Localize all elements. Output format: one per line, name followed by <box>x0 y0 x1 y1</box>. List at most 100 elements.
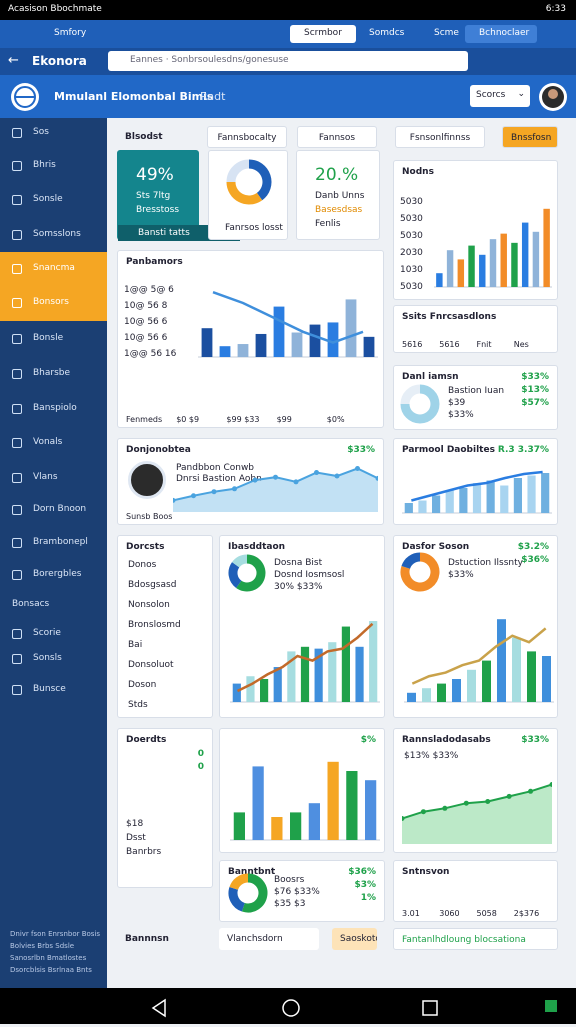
tab[interactable]: Scme <box>420 25 467 43</box>
card-aside: $13% <box>521 385 549 395</box>
bar <box>511 242 518 287</box>
nav-item[interactable]: Somsslons <box>33 229 81 239</box>
tab[interactable]: Somdcs <box>355 25 412 43</box>
footer-item[interactable]: Fantanlhdloung blocsationa <box>393 928 558 950</box>
nav-item[interactable]: Bonsacs <box>12 599 50 609</box>
dropdown-label: Scorcs <box>476 90 506 100</box>
card: Danl iamsn Bastion Iuan $39 $33% $33% $13% $57… <box>393 365 558 430</box>
card-aside: 1% <box>360 893 376 903</box>
card-text: 10@ 56 6 <box>124 317 168 327</box>
nav-item[interactable]: Borergbles <box>33 569 82 579</box>
tab[interactable]: Smfory <box>40 25 94 43</box>
donut-segment <box>228 562 242 588</box>
nav-item[interactable]: Bhris <box>33 160 56 170</box>
toolbar-button[interactable]: Bnssfosn <box>502 126 558 148</box>
card-title: Banntbnt <box>228 867 276 877</box>
url-field[interactable]: Eannes · Sonbrsoulesdns/gonesuse <box>108 51 468 71</box>
card: 49% Sts 7ltg Bresstoss Bansti tatts <box>117 150 240 241</box>
nav-item[interactable]: Bharsbe <box>33 368 71 378</box>
card-footer: $0 $9 <box>176 415 200 424</box>
nav-item[interactable]: Banspiolo <box>33 403 77 413</box>
icon <box>12 538 22 548</box>
nav-item[interactable]: Bonsors <box>33 297 69 307</box>
card-text: $35 $3 <box>274 899 306 909</box>
card-footer: Nes <box>513 340 529 349</box>
card-text: 20.% <box>315 165 359 185</box>
bar <box>500 485 509 513</box>
chart <box>173 466 378 512</box>
chart <box>400 552 440 592</box>
card-footer: 5616 <box>439 340 460 349</box>
card-title: Doerdts <box>126 735 167 745</box>
app-title: Ekonora <box>32 54 87 68</box>
bar <box>328 642 337 702</box>
nav-item[interactable]: Sonsls <box>33 653 62 663</box>
bar <box>363 336 375 357</box>
tab[interactable]: Bchnoclaer <box>465 25 538 43</box>
nav-item[interactable]: Scorie <box>33 628 61 638</box>
card-aside: $57% <box>521 398 549 408</box>
bar <box>369 621 378 702</box>
chart <box>228 554 266 592</box>
nav-item[interactable]: Vonals <box>33 437 63 447</box>
icon <box>12 161 22 171</box>
nav-item[interactable]: Sos <box>33 127 49 137</box>
nav-item[interactable]: Bunsce <box>33 684 66 694</box>
bar <box>327 322 339 357</box>
sidebar-footer: Bolvies Brbs Sdsle <box>10 942 75 950</box>
card-text: Banrbrs <box>126 847 162 857</box>
toolbar-button[interactable]: Fsnsonlfinnss <box>395 126 485 148</box>
trend-line <box>411 470 543 502</box>
bar <box>532 231 540 287</box>
card-aside: $3% <box>354 880 376 890</box>
clock: 6:33 <box>545 4 566 14</box>
nav-buttons <box>151 998 557 1018</box>
card-footer: 3060 <box>439 909 460 918</box>
main: Blsodst Fannsbocalty Fannsos Fsnsonlfinnss B… <box>107 118 576 988</box>
donut-segment <box>232 554 248 568</box>
toolbar-button[interactable]: Blsodst <box>125 132 163 142</box>
header-subtitle: Radt <box>200 90 226 103</box>
card-text: Dsst <box>126 833 146 843</box>
footer-item[interactable]: Vlanchsdorn <box>219 928 319 950</box>
card-text: Bronslosmd <box>128 620 181 630</box>
footer-item[interactable]: Saoskotoss <box>332 928 377 950</box>
nav-item[interactable]: Vlans <box>33 472 58 482</box>
donut-segment <box>400 552 440 592</box>
point <box>420 809 426 815</box>
back[interactable]: ← <box>8 53 19 68</box>
tab-label: Bchnoclaer <box>479 28 530 38</box>
bar <box>237 344 249 357</box>
bar <box>287 651 296 702</box>
card: Donjonobtea Pandbbon Conwb Dnrsi Bastion A… <box>117 438 384 525</box>
nav-item[interactable]: Bonsle <box>33 333 64 343</box>
url: Eannes · Sonbrsoulesdns/gonesuse <box>130 55 289 65</box>
nav-item[interactable]: Snancma <box>33 263 75 273</box>
card-aside: R.3 3.37% <box>497 445 549 455</box>
trend-line <box>212 291 364 344</box>
avatar[interactable] <box>538 82 568 112</box>
card: Dasfor Soson Dstuction Ilssnty $33% $3.2% $3… <box>393 535 558 718</box>
card: Dorcsts Donos Bdosgsasd Nonsolon Bronslosmd B… <box>117 535 213 718</box>
nav-item[interactable]: Dorn Bnoon <box>33 504 87 514</box>
icon <box>12 685 22 695</box>
card-text: 5030 <box>400 197 423 207</box>
dropdown[interactable]: Scorcs ⌄ <box>470 85 530 107</box>
bar <box>246 676 255 702</box>
portrait <box>128 461 166 499</box>
tab[interactable]: Scrmbor <box>290 25 356 43</box>
bar <box>457 259 465 287</box>
card-text: Basesdsas <box>315 205 363 215</box>
bar <box>355 646 364 702</box>
bar <box>497 619 506 702</box>
bar <box>233 812 245 840</box>
toolbar-button[interactable]: Fannsbocalty <box>207 126 287 148</box>
nav-item[interactable]: Sonsle <box>33 194 63 204</box>
nav-item[interactable]: Brambonepl <box>33 537 88 547</box>
point <box>506 793 512 799</box>
bar <box>273 667 282 702</box>
card-aside: $36% <box>521 555 549 565</box>
header-title: Mmulanl Elomonbal Bimis <box>54 90 214 103</box>
toolbar-button[interactable]: Fannsos <box>297 126 377 148</box>
tab-bar: Smfory Scrmbor Somdcs Scme Bchnoclaer <box>0 20 576 48</box>
